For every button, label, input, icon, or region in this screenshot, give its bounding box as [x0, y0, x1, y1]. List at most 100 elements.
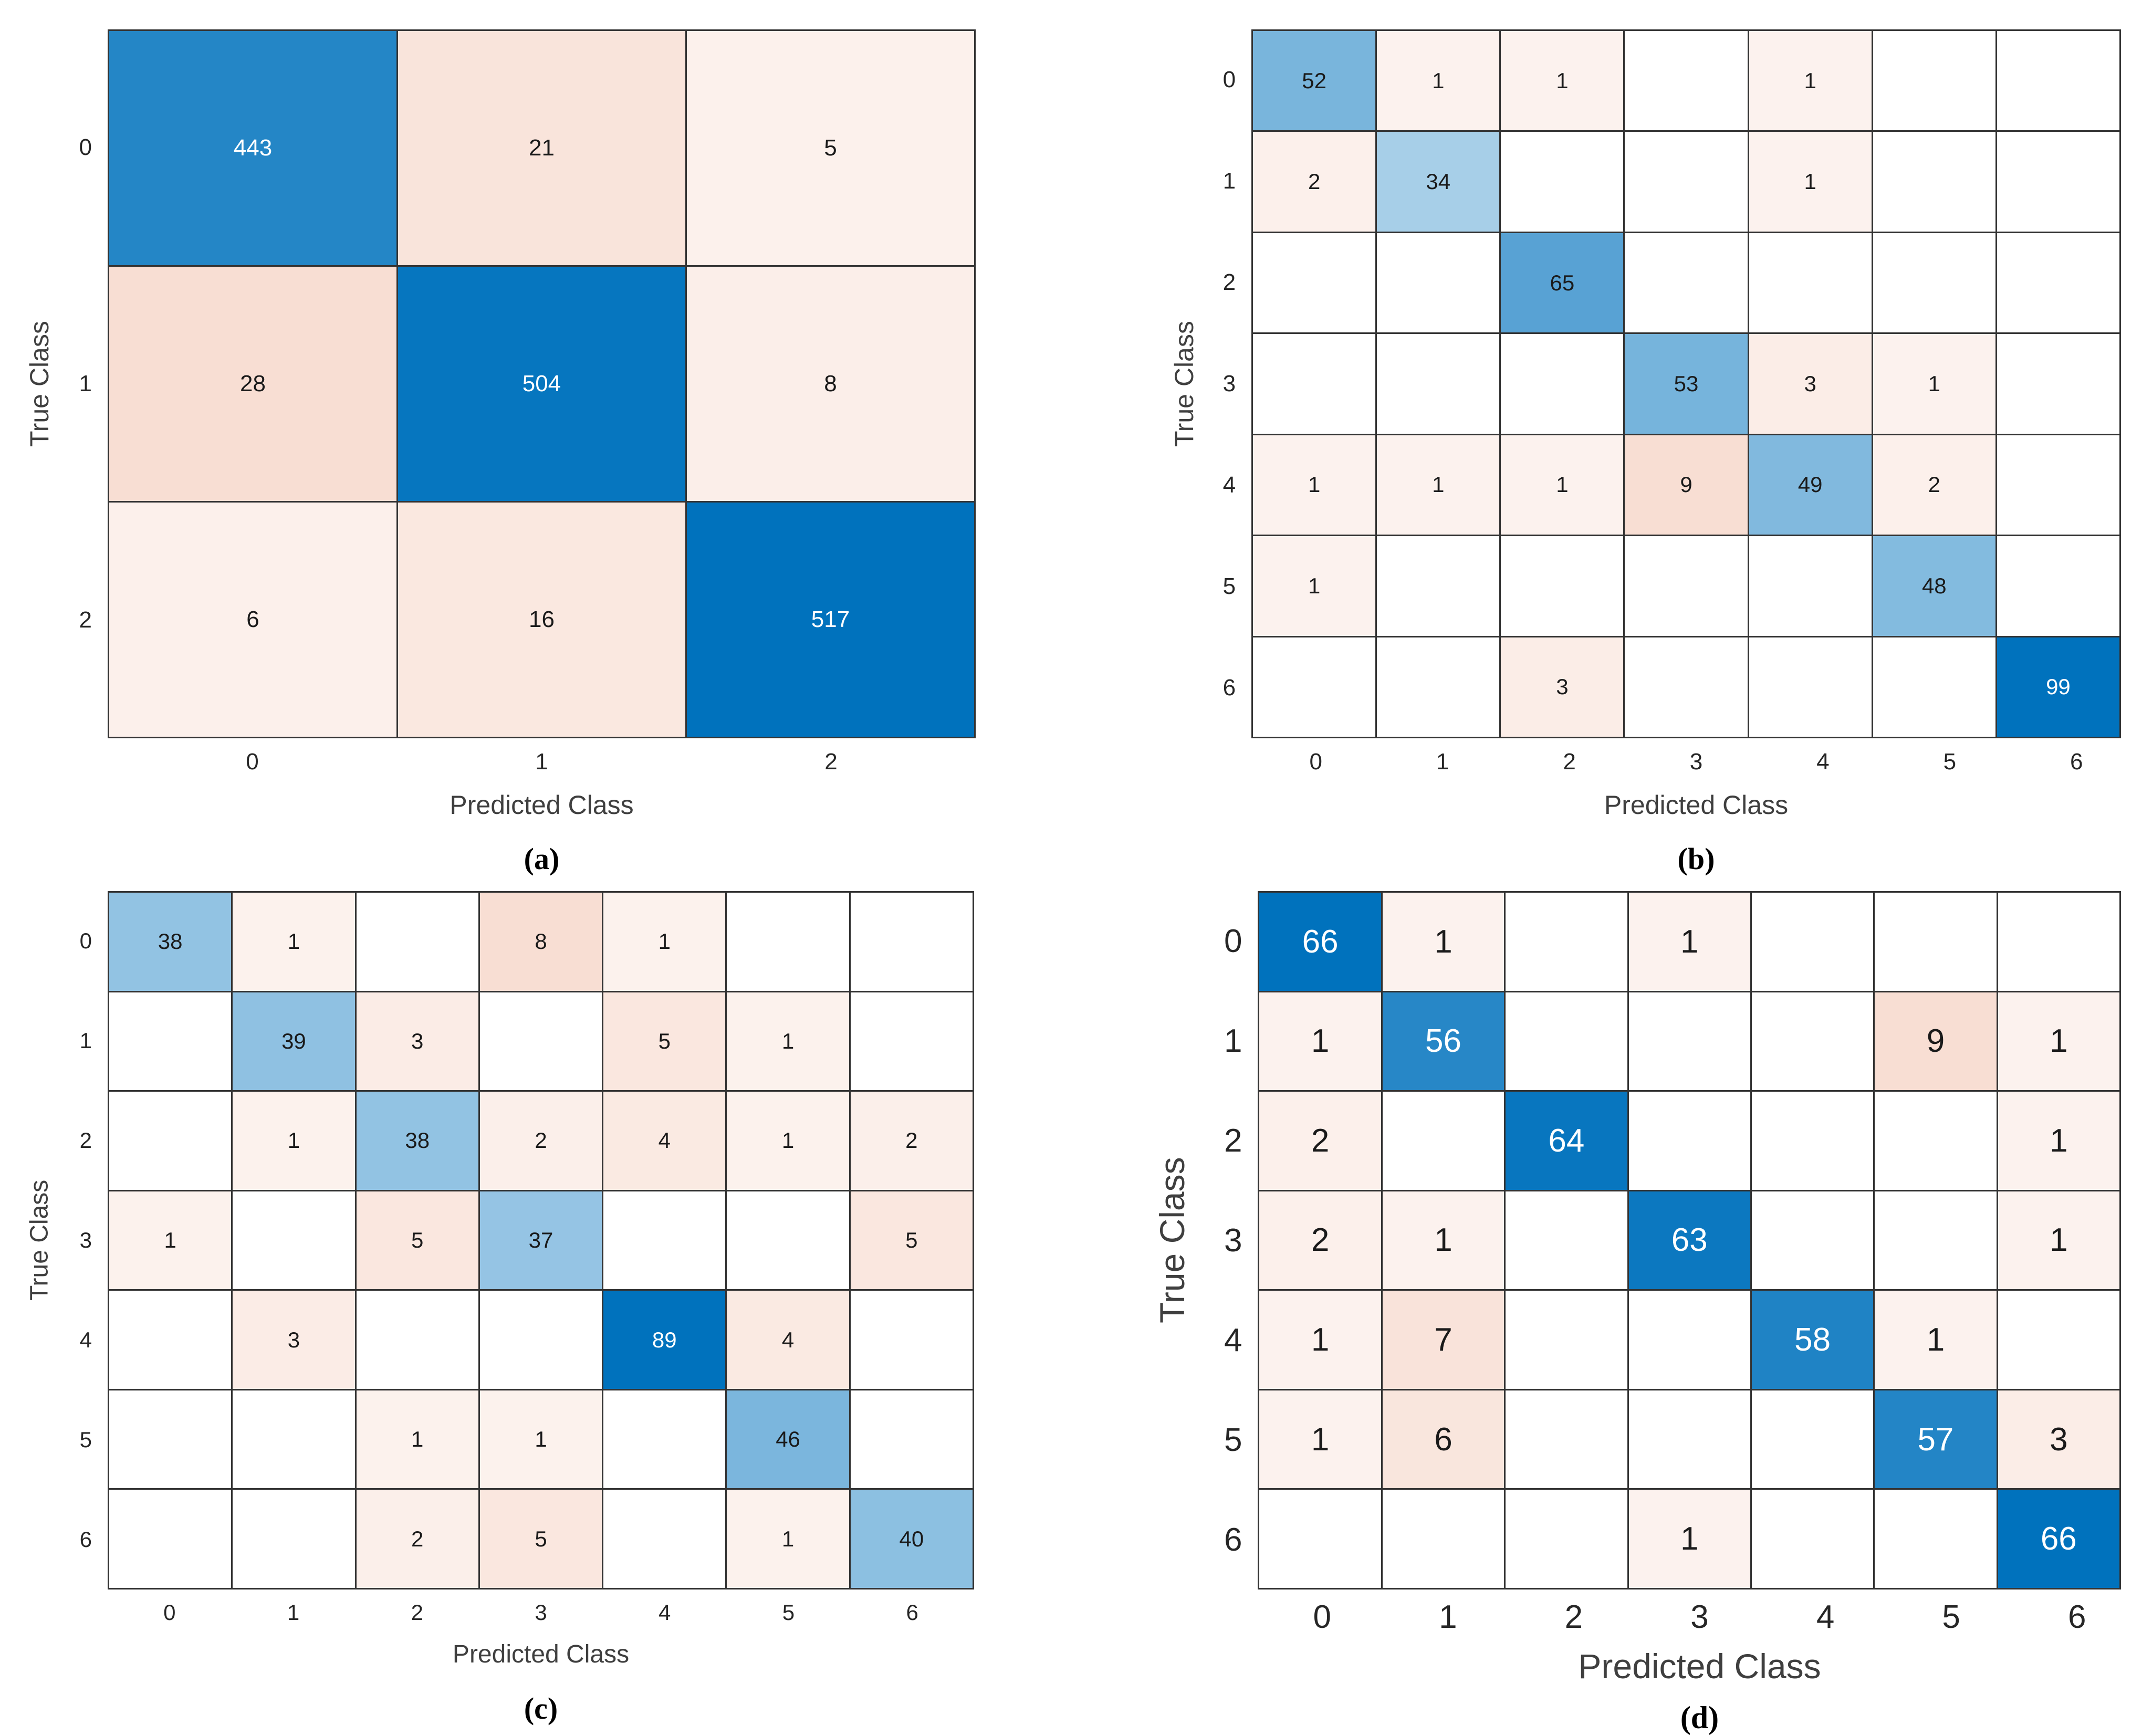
matrix-cell: 5 [356, 1191, 478, 1290]
matrix-cell [1997, 334, 2119, 434]
matrix-cell [1625, 233, 1748, 333]
y-axis-label: True Class [25, 1179, 54, 1301]
y-tick-label: 1 [79, 1028, 92, 1053]
matrix-cell [850, 1291, 973, 1389]
matrix-cell [850, 1390, 973, 1489]
matrix-cell [1253, 334, 1376, 434]
matrix-cell [1625, 637, 1748, 737]
matrix-cell [109, 1291, 232, 1389]
matrix-cell: 5 [603, 992, 726, 1091]
matrix-cell [109, 1490, 232, 1588]
matrix-cell [1997, 132, 2119, 232]
matrix-cell: 1 [1259, 1291, 1381, 1389]
matrix-cell: 1 [109, 1191, 232, 1290]
y-tick-label: 2 [1222, 269, 1236, 296]
matrix-cell: 16 [398, 503, 685, 737]
panel-caption: (a) [524, 842, 560, 876]
y-tick-label: 5 [1222, 573, 1236, 599]
y-tick-label: 6 [1222, 674, 1236, 700]
matrix-cell: 1 [1259, 992, 1381, 1091]
matrix-cell [1253, 637, 1376, 737]
matrix-cell [1628, 992, 1750, 1091]
matrix-cell [1625, 132, 1748, 232]
matrix-cell: 46 [727, 1390, 849, 1489]
matrix-cell [1506, 893, 1627, 991]
y-tick-label: 0 [79, 928, 92, 953]
matrix-cell: 1 [233, 893, 355, 991]
matrix-cell [1749, 637, 1872, 737]
matrix-cell [1751, 1191, 1874, 1290]
matrix-cell: 53 [1625, 334, 1748, 434]
x-tick-label: 2 [411, 1600, 423, 1625]
matrix-cell: 21 [398, 31, 685, 265]
matrix-cell [727, 893, 849, 991]
matrix-cell [1377, 233, 1500, 333]
x-tick-label: 6 [2070, 749, 2083, 775]
matrix-cell: 2 [850, 1092, 973, 1190]
matrix-cell: 1 [727, 1490, 849, 1588]
matrix-cell [850, 992, 973, 1091]
matrix-cell [1382, 1490, 1504, 1588]
x-tick-label: 5 [1942, 1598, 1960, 1635]
x-tick-label: 2 [824, 749, 838, 775]
matrix-cell [1253, 233, 1376, 333]
matrix-cell: 1 [1253, 435, 1376, 535]
matrix-cell [1751, 1092, 1874, 1190]
matrix-cell: 37 [479, 1191, 602, 1290]
matrix-cell [1997, 536, 2119, 636]
x-axis-label: Predicted Class [1604, 790, 1789, 820]
y-tick-label: 3 [1224, 1222, 1242, 1259]
matrix-cell [1259, 1490, 1381, 1588]
matrix-cell: 2 [1253, 132, 1376, 232]
x-tick-label: 0 [1313, 1598, 1332, 1635]
y-tick-label: 5 [1224, 1421, 1242, 1458]
matrix-cell: 1 [727, 1092, 849, 1190]
panel-caption: (b) [1677, 842, 1715, 876]
matrix-cell: 56 [1382, 992, 1504, 1091]
matrix-cell [233, 1191, 355, 1290]
matrix-cell [1501, 132, 1624, 232]
matrix-cell: 2 [1873, 435, 1995, 535]
confusion-matrix-panel-a: True Class 0 1 2 443 21 5 28 504 8 6 16 517 0 1 2 Pr… [21, 8, 1050, 876]
matrix-cell [1628, 1291, 1750, 1389]
x-tick-label: 1 [535, 749, 548, 775]
matrix-cell: 504 [398, 267, 685, 501]
x-tick-label: 2 [1564, 1598, 1583, 1635]
y-tick-label: 2 [1224, 1122, 1242, 1159]
confusion-matrix-grid: 66 1 1 1 56 9 1 2 64 1 2 1 63 1 1 7 58 1 1 6 57 3 1 66 [1258, 891, 2121, 1589]
panel-caption: (d) [1680, 1700, 1719, 1735]
y-axis-label: True Class [25, 321, 54, 447]
matrix-cell [109, 1092, 232, 1190]
matrix-cell [1506, 1291, 1627, 1389]
matrix-cell [1628, 1092, 1750, 1190]
matrix-cell: 52 [1253, 31, 1376, 131]
matrix-cell: 9 [1875, 992, 1997, 1091]
matrix-cell: 1 [1628, 1490, 1750, 1588]
matrix-cell [1875, 1490, 1997, 1588]
matrix-cell [1873, 132, 1995, 232]
x-tick-label: 5 [1943, 749, 1957, 775]
matrix-cell [1506, 1191, 1627, 1290]
matrix-cell: 7 [1382, 1291, 1504, 1389]
matrix-cell [479, 1291, 602, 1389]
x-tick-label: 4 [1816, 1598, 1835, 1635]
matrix-cell [603, 1390, 726, 1489]
matrix-cell: 3 [233, 1291, 355, 1389]
y-tick-label: 4 [1224, 1322, 1242, 1358]
matrix-cell: 6 [1382, 1390, 1504, 1489]
x-tick-label: 6 [2067, 1598, 2086, 1635]
y-tick-label: 1 [1224, 1022, 1242, 1059]
matrix-cell: 1 [727, 992, 849, 1091]
y-axis-ticks: 0 1 2 3 4 5 6 [1193, 891, 1258, 1589]
y-tick-label: 6 [1224, 1521, 1242, 1558]
x-axis-ticks: 0 1 2 3 4 5 6 [108, 1589, 974, 1636]
matrix-cell: 1 [603, 893, 726, 991]
matrix-cell [1377, 536, 1500, 636]
matrix-cell [1628, 1390, 1750, 1489]
matrix-cell: 3 [1749, 334, 1872, 434]
x-tick-label: 1 [1439, 1598, 1457, 1635]
x-tick-label: 0 [1309, 749, 1322, 775]
